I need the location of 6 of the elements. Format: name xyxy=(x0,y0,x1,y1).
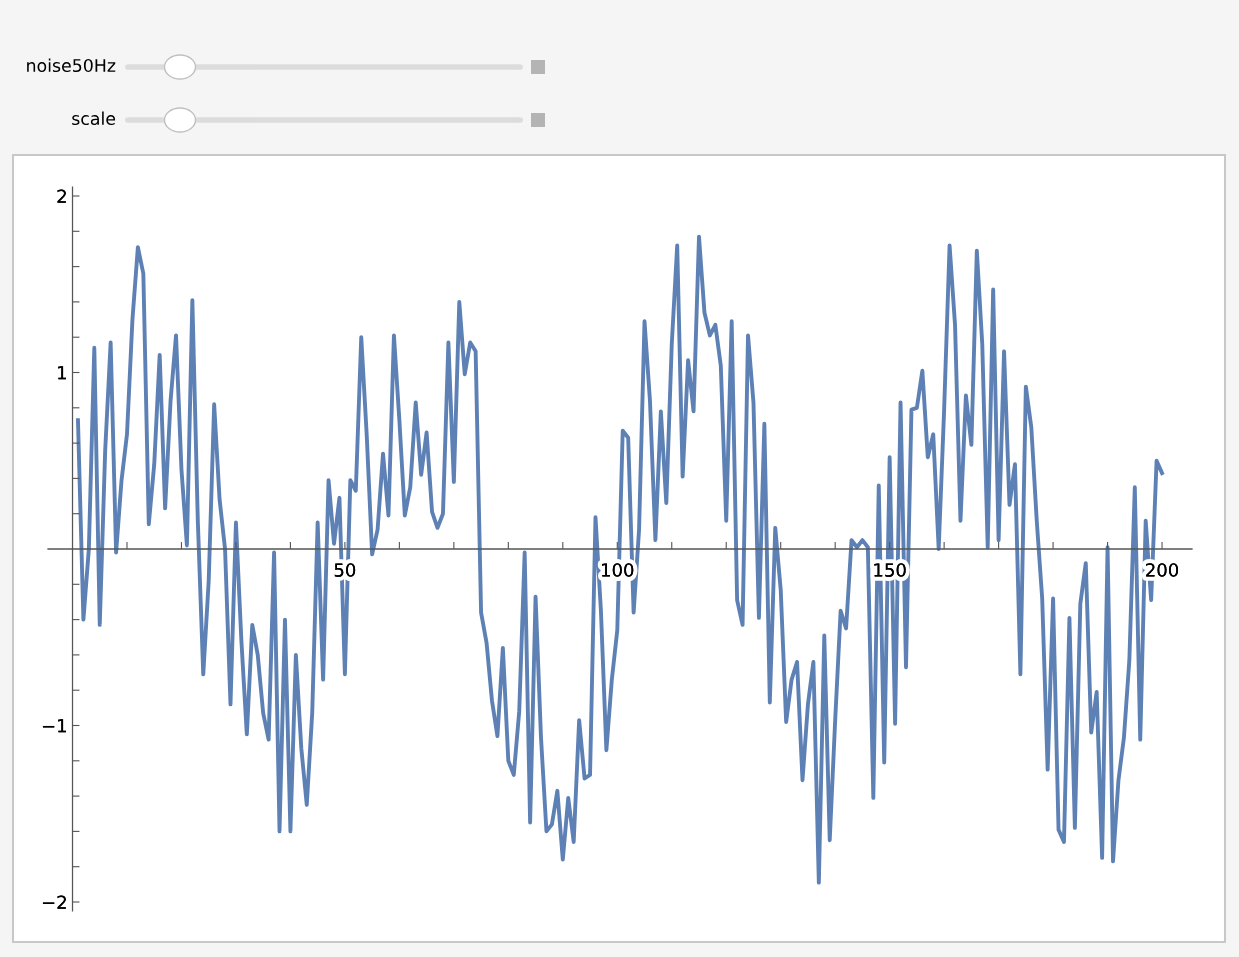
y-tick-label: 2 xyxy=(57,189,66,203)
y-tick-label: −1 xyxy=(42,719,66,733)
text: scale xyxy=(72,111,116,126)
text: noise50Hz xyxy=(27,58,116,73)
y-tick-label: 1 xyxy=(58,366,66,380)
y-tick-label: −2 xyxy=(42,895,66,909)
